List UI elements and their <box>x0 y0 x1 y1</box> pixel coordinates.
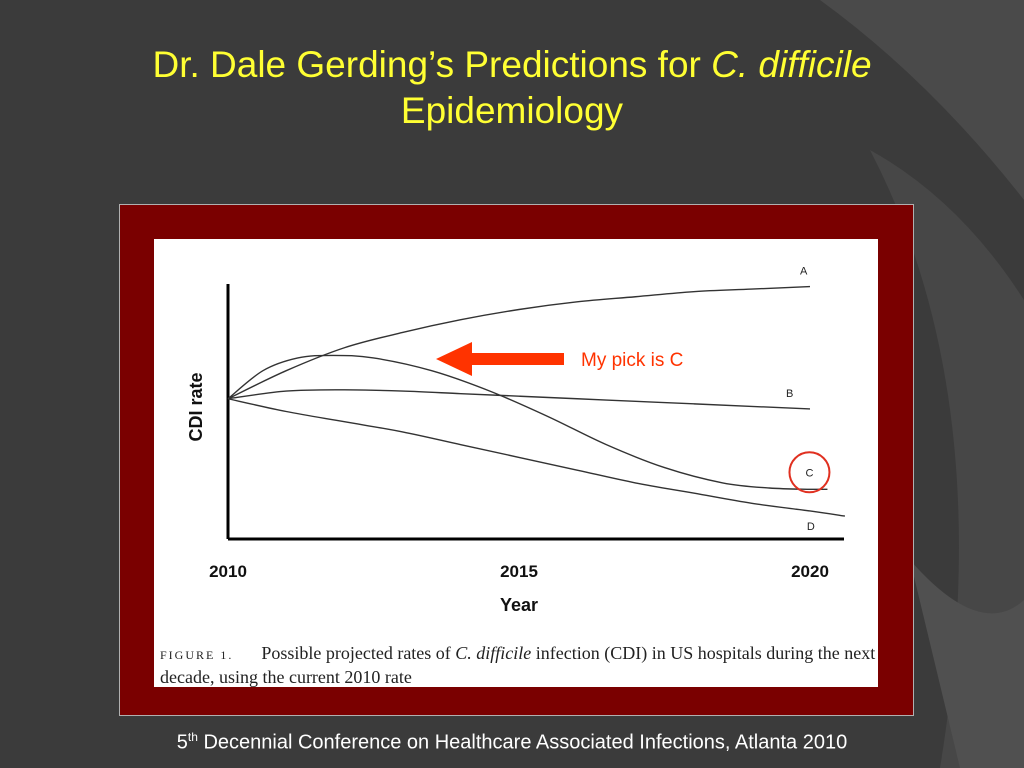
caption-part1: Possible projected rates of <box>261 643 456 663</box>
figure-caption: FIGURE 1. Possible projected rates of C. … <box>160 642 876 688</box>
caption-part2: infection (CDI) in US hospitals during t… <box>160 643 876 687</box>
series-label-a: A <box>800 266 808 278</box>
footer-sup: th <box>187 730 198 744</box>
series-label-c: C <box>805 467 813 479</box>
title-line1-plain: Dr. Dale Gerding’s Predictions for <box>152 44 712 85</box>
footer-text: Decennial Conference on Healthcare Assoc… <box>197 731 848 754</box>
slide-footer: 5th Decennial Conference on Healthcare A… <box>0 730 1024 755</box>
slide-title: Dr. Dale Gerding’s Predictions for C. di… <box>0 42 1024 134</box>
x-tick-2015: 2015 <box>500 562 538 581</box>
footer-number: 5 <box>176 731 188 754</box>
series-label-b: B <box>786 388 793 400</box>
title-line2: Epidemiology <box>400 90 624 131</box>
series-line-a <box>227 285 811 400</box>
caption-label: FIGURE 1. <box>160 648 234 662</box>
y-axis-label: CDI rate <box>186 372 206 441</box>
caption-italic: C. difficile <box>455 643 532 663</box>
series-line-d <box>227 398 846 517</box>
figure-panel: A B C D My pick is C 2010 2015 2020 Year CDI rate… <box>154 239 878 687</box>
highlight-circle <box>788 451 831 494</box>
x-tick-2020: 2020 <box>791 562 829 581</box>
pointer-arrow-shaft <box>472 353 564 365</box>
x-tick-2010: 2010 <box>209 562 247 581</box>
cdi-chart: A B C D My pick is C 2010 2015 2020 Year CDI rate <box>186 266 846 615</box>
series-line-c <box>227 354 828 491</box>
series-label-d: D <box>807 521 815 533</box>
x-axis-label: Year <box>500 595 538 615</box>
pointer-arrow-head <box>436 342 472 376</box>
title-line1-italic: C. difficile <box>711 44 872 85</box>
pointer-annotation: My pick is C <box>581 350 683 371</box>
series-line-b <box>227 389 811 410</box>
